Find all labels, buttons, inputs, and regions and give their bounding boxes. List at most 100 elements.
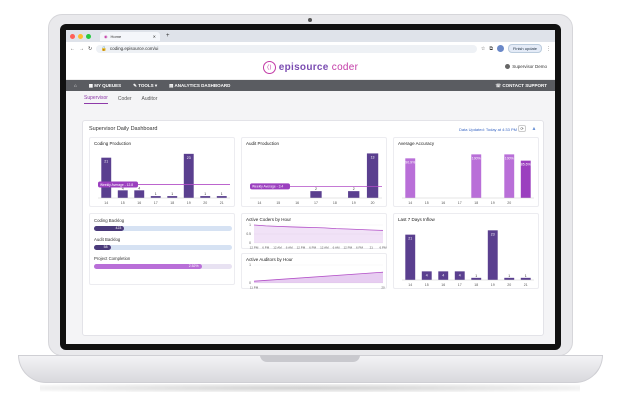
x-tick-label: 6 AM xyxy=(333,246,340,250)
user-icon xyxy=(505,64,511,69)
tab-auditor[interactable]: Auditor xyxy=(141,96,158,102)
bar-value-label: 100% xyxy=(472,156,481,160)
maximize-window-icon[interactable] xyxy=(86,33,91,39)
chart-bar xyxy=(454,271,465,280)
x-tick-label: 14 xyxy=(104,201,108,205)
series-area xyxy=(254,272,383,283)
nav-tools[interactable]: ✎ TOOLS ▾ xyxy=(133,82,158,88)
bar-value-label: 1 xyxy=(508,274,510,278)
average-badge xyxy=(98,181,138,188)
browser-tab-title: Home xyxy=(110,33,122,39)
chart-bar xyxy=(504,277,515,280)
audit-backlog-value: 58 xyxy=(103,245,108,249)
x-tick-label: 12 PM xyxy=(250,246,259,250)
extensions-icon[interactable]: ⧉ xyxy=(489,45,493,52)
x-tick-label: 20 xyxy=(507,201,511,205)
new-tab-icon[interactable]: + xyxy=(166,33,170,39)
forward-icon[interactable]: → xyxy=(79,45,84,52)
average-badge xyxy=(250,183,290,190)
x-tick-label: 12 PM xyxy=(343,246,352,250)
bar-value-label: 1 xyxy=(525,274,527,278)
tab-supervisor[interactable]: Supervisor xyxy=(84,95,108,104)
nav-my-queues[interactable]: ▦ MY QUEUES xyxy=(88,82,122,88)
chart-bar xyxy=(421,271,432,280)
chart-bar xyxy=(504,154,515,198)
chart-bar xyxy=(405,234,416,280)
bar-value-label: 2 xyxy=(315,187,317,191)
browser-tab[interactable]: ◉ Home ✕ xyxy=(100,31,160,41)
x-tick-label: 12 PM xyxy=(297,246,306,250)
last-7-days-title: Last 7 Days Inflow xyxy=(398,217,435,222)
chart-bar xyxy=(471,154,482,198)
x-tick-label: 16 xyxy=(295,201,299,205)
project-completion-value: 2.52% xyxy=(188,264,199,268)
user-menu[interactable]: Supervisor Demo xyxy=(505,64,547,69)
x-tick-label: 6 PM xyxy=(309,246,317,250)
last-7-days-chart: 21 4 4 4 1 23 1 1 14 15 16 17 18 19 20 21 xyxy=(402,230,534,287)
active-auditors-panel: Active Auditors by Hour 1 0 11 PM 20 xyxy=(241,253,387,290)
reload-icon[interactable]: ↻ xyxy=(88,45,93,52)
home-icon[interactable]: ⌂ xyxy=(74,83,77,88)
logo[interactable]: episource coder xyxy=(279,62,359,73)
nav-analytics-label: ANALYTICS DASHBOARD xyxy=(174,82,231,88)
chart-bar xyxy=(216,196,227,198)
project-completion-fill: 2.52% xyxy=(94,264,202,269)
chart-bar xyxy=(520,160,531,198)
nav-analytics[interactable]: ▤ ANALYTICS DASHBOARD xyxy=(169,82,231,88)
bar-value-label: 1 xyxy=(171,192,173,196)
chart-bar xyxy=(117,190,128,198)
star-icon[interactable]: ☆ xyxy=(480,45,486,52)
y-tick-label: 1 xyxy=(249,263,251,267)
average-label: Weekly Average - 12.8 xyxy=(100,183,133,187)
profile-avatar[interactable] xyxy=(496,45,504,52)
x-tick-label: 14 xyxy=(408,201,412,205)
x-tick-label: 20 xyxy=(371,201,375,205)
address-bar[interactable]: 🔒 coding.episource.com/ui xyxy=(96,44,477,53)
back-icon[interactable]: ← xyxy=(70,45,75,52)
analytics-icon[interactable]: A xyxy=(532,126,536,131)
coding-production-chart: 21 4 4 1 1 23 1 1 14 15 16 17 18 19 20 21 Weekly Average… xyxy=(98,153,230,205)
minimize-window-icon[interactable] xyxy=(78,33,83,39)
main-nav: ⌂ ▦ MY QUEUES ✎ TOOLS ▾ ▤ ANALYTICS DASH… xyxy=(66,80,555,91)
tab-coder[interactable]: Coder xyxy=(117,96,132,102)
average-accuracy-chart: 90.9% 100% 100% 85.6% 14 15 16 17 18 19 20 xyxy=(402,154,534,205)
nav-contact-support[interactable]: ☏ CONTACT SUPPORT xyxy=(495,82,547,88)
x-tick-label: 11 PM xyxy=(250,286,259,290)
x-tick-label: 15 xyxy=(121,201,125,205)
logo-icon: ⟨⟩ xyxy=(262,60,276,74)
bar-value-label: 4 xyxy=(459,273,461,277)
audit-backlog-bar: 58 xyxy=(94,245,232,250)
backlog-panel: Coding Backlog 423 Audit Backlog 58 Proj… xyxy=(89,213,235,285)
x-tick-label: 6 PM xyxy=(262,246,270,250)
x-tick-label: 18 xyxy=(333,201,337,205)
dashboard-card: Supervisor Daily Dashboard Data Updated:… xyxy=(82,120,544,336)
chart-bar xyxy=(348,191,360,198)
close-icon[interactable]: ✕ xyxy=(152,33,156,39)
close-window-icon[interactable] xyxy=(70,33,75,39)
bar-value-label: 100% xyxy=(505,156,514,160)
x-tick-label: 16 xyxy=(137,201,141,205)
x-tick-label: 18 xyxy=(474,283,478,287)
x-tick-label: 19 xyxy=(491,201,495,205)
finish-update-button[interactable]: Finish update xyxy=(507,44,542,53)
refresh-icon[interactable]: ⟳ xyxy=(518,125,526,132)
laptop-notch xyxy=(260,355,360,362)
menu-icon[interactable]: ⋮ xyxy=(546,45,551,52)
browser-toolbar: ← → ↻ 🔒 coding.episource.com/ui ☆ ⧉ Fini… xyxy=(66,42,555,55)
series-line xyxy=(253,271,384,282)
lock-icon: 🔒 xyxy=(101,45,107,51)
x-tick-label: 14 xyxy=(257,201,261,205)
x-tick-label: 18 xyxy=(170,201,174,205)
x-tick-label: 21 xyxy=(524,283,528,287)
bar-value-label: 2 xyxy=(353,187,355,191)
coding-backlog-value: 423 xyxy=(115,226,122,230)
last-7-days-panel: Last 7 Days Inflow 21 4 4 4 1 23 1 1 14 15 16 17 18 1… xyxy=(393,213,539,289)
x-tick-label: 19 xyxy=(352,201,356,205)
chart-bar xyxy=(405,158,416,198)
average-label: Weekly Average - 3.4 xyxy=(252,185,283,189)
user-name: Supervisor Demo xyxy=(512,64,547,69)
app-header: ⟨⟩ episource coder Supervisor Demo xyxy=(66,55,555,80)
x-tick-label: 17 xyxy=(314,201,318,205)
x-tick-label: 19 xyxy=(187,201,191,205)
chart-bar xyxy=(520,277,531,280)
